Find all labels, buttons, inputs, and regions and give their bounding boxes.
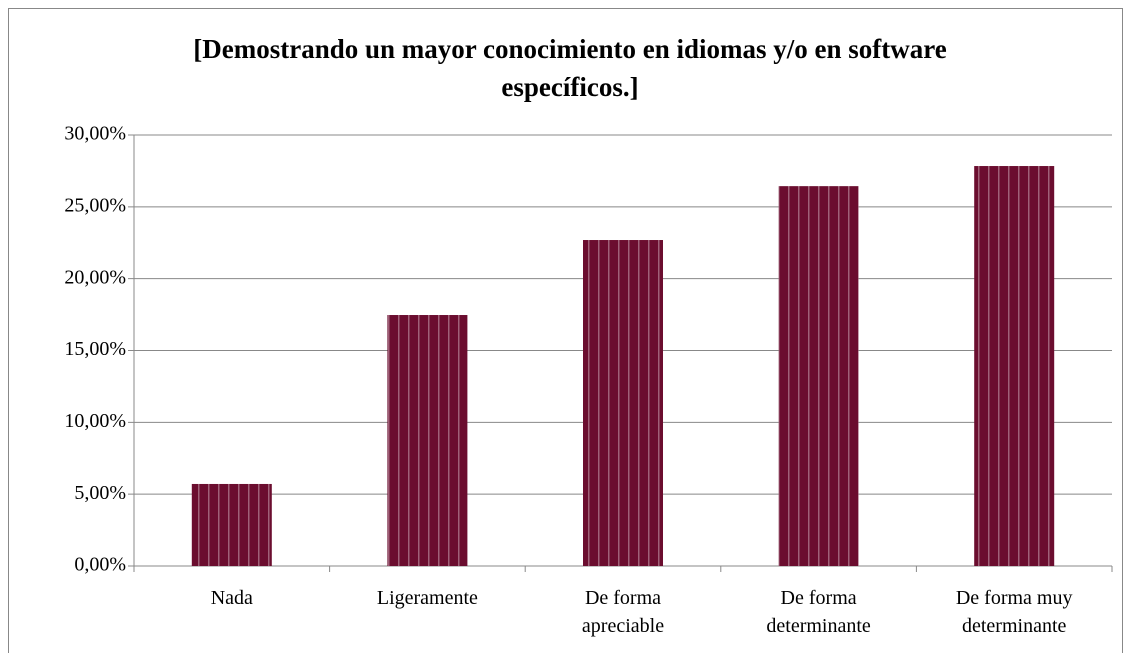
y-tick-label: 10,00% <box>64 410 126 432</box>
y-tick-label: 15,00% <box>64 338 126 360</box>
y-tick-label: 30,00% <box>64 123 126 145</box>
bar <box>191 483 272 566</box>
x-tick-label: De forma muy determinante <box>955 587 1073 637</box>
x-tick-label: De forma determinante <box>766 587 871 637</box>
chart-frame <box>8 8 1123 653</box>
x-tick-label: Nada <box>210 587 253 609</box>
bar <box>387 315 468 566</box>
y-tick-label: 25,00% <box>64 194 126 216</box>
chart-title: [Demostrando un mayor conocimiento en id… <box>193 34 947 102</box>
y-tick-label: 0,00% <box>74 554 126 576</box>
y-tick-label: 20,00% <box>64 266 126 288</box>
y-tick-label: 5,00% <box>74 482 126 504</box>
bar <box>778 186 859 567</box>
bar <box>974 166 1055 567</box>
x-tick-label: De forma apreciable <box>581 587 665 637</box>
bar <box>583 240 663 567</box>
x-tick-label: Ligeramente <box>376 587 478 609</box>
